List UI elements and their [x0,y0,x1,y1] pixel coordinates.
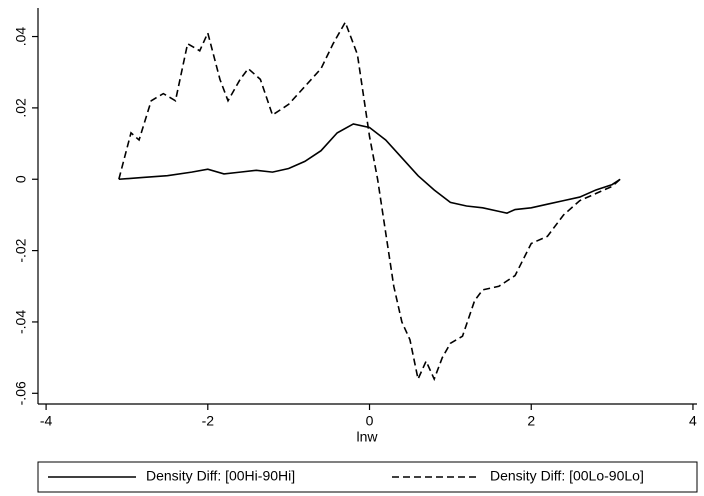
x-tick-label: 2 [527,413,535,429]
series-line [118,123,621,214]
y-tick-label: -.02 [13,238,29,262]
x-tick-label: 4 [689,413,697,429]
y-tick-label: -.06 [13,381,29,405]
legend-box [37,461,698,493]
y-tick-label: .04 [13,27,29,47]
x-tick-label: 0 [366,413,374,429]
legend-label: Density Diff: [00Hi-90Hi] [146,468,295,484]
x-tick-label: -2 [202,413,215,429]
y-tick-label: 0 [13,175,29,183]
x-axis-label: lnw [356,429,378,445]
x-tick-label: -4 [40,413,53,429]
series-line [118,20,621,382]
legend-label: Density Diff: [00Lo-90Lo] [490,468,644,484]
y-tick-label: .02 [13,98,29,118]
y-tick-label: -.04 [13,310,29,334]
